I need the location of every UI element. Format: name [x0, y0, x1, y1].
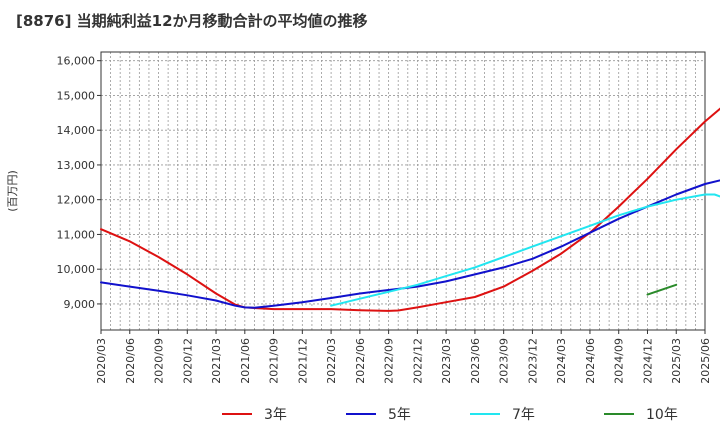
x-tick-label: 2023/03: [440, 338, 453, 384]
y-tick-label: 16,000: [57, 55, 96, 68]
x-tick-label: 2020/09: [153, 338, 166, 384]
x-tick-label: 2023/06: [469, 338, 482, 384]
legend: 3年 5年 7年 10年: [222, 407, 678, 423]
x-tick-label: 2024/03: [555, 338, 568, 384]
y-tick-label: 15,000: [57, 89, 96, 102]
series-line-10年: [646, 283, 678, 296]
y-tick-label: 13,000: [57, 159, 96, 172]
series-lines: [100, 107, 720, 312]
legend-label: 10年: [646, 407, 678, 423]
axis-labels: 9,000 10,000 11,000 12,000 13,000 14,000 15,00…: [57, 55, 713, 384]
x-tick-label: 2025/06: [699, 338, 712, 384]
x-tick-label: 2024/06: [584, 338, 597, 384]
y-tick-label: 10,000: [57, 263, 96, 276]
chart-title: [8876] 当期純利益12か月移動合計の平均値の推移: [16, 12, 368, 30]
x-tick-label: 2023/12: [526, 338, 539, 384]
x-tick-label: 2025/03: [670, 338, 683, 384]
x-tick-label: 2020/12: [181, 338, 194, 384]
x-tick-label: 2020/03: [95, 338, 108, 384]
x-tick-label: 2024/12: [641, 338, 654, 384]
x-tick-label: 2024/09: [613, 338, 626, 384]
y-tick-label: 12,000: [57, 194, 96, 207]
legend-label: 7年: [512, 407, 535, 423]
x-tick-label: 2021/12: [296, 338, 309, 384]
y-tick-label: 9,000: [64, 298, 96, 311]
x-tick-label: 2022/06: [354, 338, 367, 384]
x-tick-label: 2023/09: [498, 338, 511, 384]
grid: [101, 52, 705, 330]
x-tick-label: 2022/09: [383, 338, 396, 384]
legend-label: 5年: [388, 407, 411, 423]
x-tick-label: 2021/06: [239, 338, 252, 384]
y-tick-label: 11,000: [57, 228, 96, 241]
plot-frame: [100, 51, 706, 331]
x-tick-label: 2020/06: [124, 338, 137, 384]
x-tick-label: 2021/03: [210, 338, 223, 384]
y-tick-label: 14,000: [57, 124, 96, 137]
series-line-5年: [100, 179, 720, 309]
x-tick-label: 2022/12: [411, 338, 424, 384]
x-tick-label: 2022/03: [325, 338, 338, 384]
legend-label: 3年: [264, 407, 287, 423]
series-line-3年: [100, 107, 720, 312]
y-axis-label: (百万円): [6, 170, 19, 212]
series-line-7年: [330, 193, 720, 307]
x-tick-label: 2021/09: [268, 338, 281, 384]
